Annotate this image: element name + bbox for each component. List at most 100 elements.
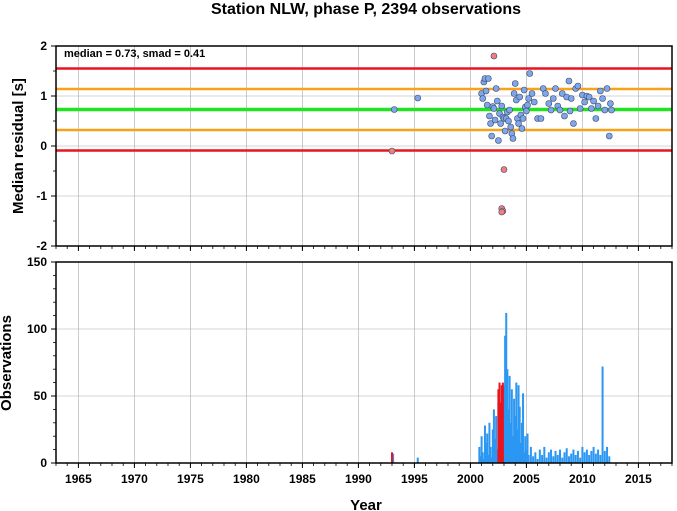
observation-bar (526, 433, 529, 463)
data-point (607, 100, 614, 107)
y-tick-label: 150 (27, 255, 47, 269)
observation-bar (554, 450, 557, 463)
observation-bar (508, 375, 511, 463)
observation-bar (597, 449, 600, 463)
data-point (390, 106, 398, 113)
y-tick-label: 50 (34, 389, 48, 403)
observation-bar (522, 393, 525, 463)
data-point (524, 101, 531, 109)
observation-bar (496, 449, 499, 463)
data-point (511, 80, 519, 87)
data-point (485, 75, 492, 82)
residual-panel: 2 1 0 -1 -2 median = 0.73, smad = 0.41 Media… (10, 39, 673, 253)
data-point (605, 132, 613, 140)
data-point (567, 95, 575, 102)
y-tick-label: 100 (27, 322, 47, 336)
data-point (486, 112, 493, 120)
data-point (501, 127, 509, 135)
data-point (490, 52, 498, 60)
x-axis-label: Year (350, 497, 382, 511)
observation-bar (500, 385, 503, 463)
data-point (507, 123, 515, 131)
median-annotation: median = 0.73, smad = 0.41 (64, 48, 205, 60)
data-point (487, 120, 494, 127)
data-point (492, 85, 500, 92)
observation-bar (594, 453, 597, 463)
data-point (526, 70, 534, 77)
x-tick-label: 1970 (121, 472, 148, 486)
observation-bar (583, 452, 586, 463)
data-point (495, 137, 502, 144)
observation-bar (608, 456, 611, 463)
data-point (585, 93, 593, 101)
observation-bar (491, 429, 494, 463)
observation-bar (547, 452, 550, 463)
data-point (601, 106, 609, 114)
x-tick-label: 1995 (401, 472, 428, 486)
data-point (574, 82, 582, 90)
y-tick-label: 1 (40, 89, 47, 103)
data-point (498, 208, 506, 216)
data-point (510, 90, 518, 97)
observation-bar (391, 452, 393, 463)
data-point (594, 102, 602, 110)
observations-panel: 1965 1970 1975 1980 1985 1990 1995 2000 2005 2010… (0, 255, 673, 511)
observation-bar (497, 389, 500, 463)
observation-bar (511, 436, 514, 463)
observation-bar (416, 457, 419, 463)
observation-bar (478, 446, 481, 463)
data-point (592, 115, 600, 122)
x-tick-label: 1985 (289, 472, 316, 486)
observation-bar (519, 442, 522, 463)
data-point (561, 112, 568, 120)
data-point (549, 95, 557, 102)
observation-bar (556, 454, 559, 463)
observation-bar (480, 436, 483, 463)
observation-bar (510, 389, 513, 463)
observation-bar (499, 402, 502, 463)
observation-bar (563, 452, 566, 463)
observation-bar (572, 449, 575, 463)
observation-bar (482, 458, 485, 463)
observation-bar (559, 449, 561, 463)
data-point (388, 147, 396, 155)
data-point (491, 116, 499, 124)
observations-grid (56, 261, 672, 464)
data-point (488, 132, 495, 140)
observation-bar (565, 448, 568, 463)
observation-bar (495, 416, 498, 463)
x-tick-label: 2005 (513, 472, 540, 486)
data-point (519, 115, 527, 122)
x-tick-label: 2015 (625, 472, 652, 486)
data-point (520, 86, 528, 94)
data-point (414, 94, 422, 102)
data-point (528, 90, 536, 97)
data-point (597, 87, 604, 95)
data-point (498, 102, 506, 110)
data-point (490, 105, 498, 112)
observation-bar (501, 382, 504, 463)
observation-bar (490, 457, 493, 463)
observations-y-axis-label: Observations (0, 315, 15, 411)
data-point (537, 115, 545, 122)
observation-bar (588, 454, 591, 463)
observation-bar (552, 456, 555, 463)
observation-bar (579, 457, 582, 463)
x-tick-label: 1980 (233, 472, 260, 486)
data-point (588, 105, 595, 112)
data-point (518, 125, 526, 132)
observation-bar (489, 446, 492, 463)
observation-bar (541, 454, 544, 463)
observations-ticks: 1965 1970 1975 1980 1985 1990 1995 2000 2005 2010… (27, 255, 673, 486)
observation-bar (581, 446, 584, 463)
observation-bar (486, 433, 489, 463)
data-point (516, 93, 523, 101)
observation-bar (392, 453, 395, 463)
observation-bar (492, 409, 495, 463)
observation-bar (520, 422, 523, 463)
observation-bar (517, 385, 520, 463)
data-point (482, 87, 490, 95)
y-tick-label: -2 (36, 239, 47, 253)
observation-bar (534, 452, 537, 463)
observation-bar (505, 312, 508, 463)
